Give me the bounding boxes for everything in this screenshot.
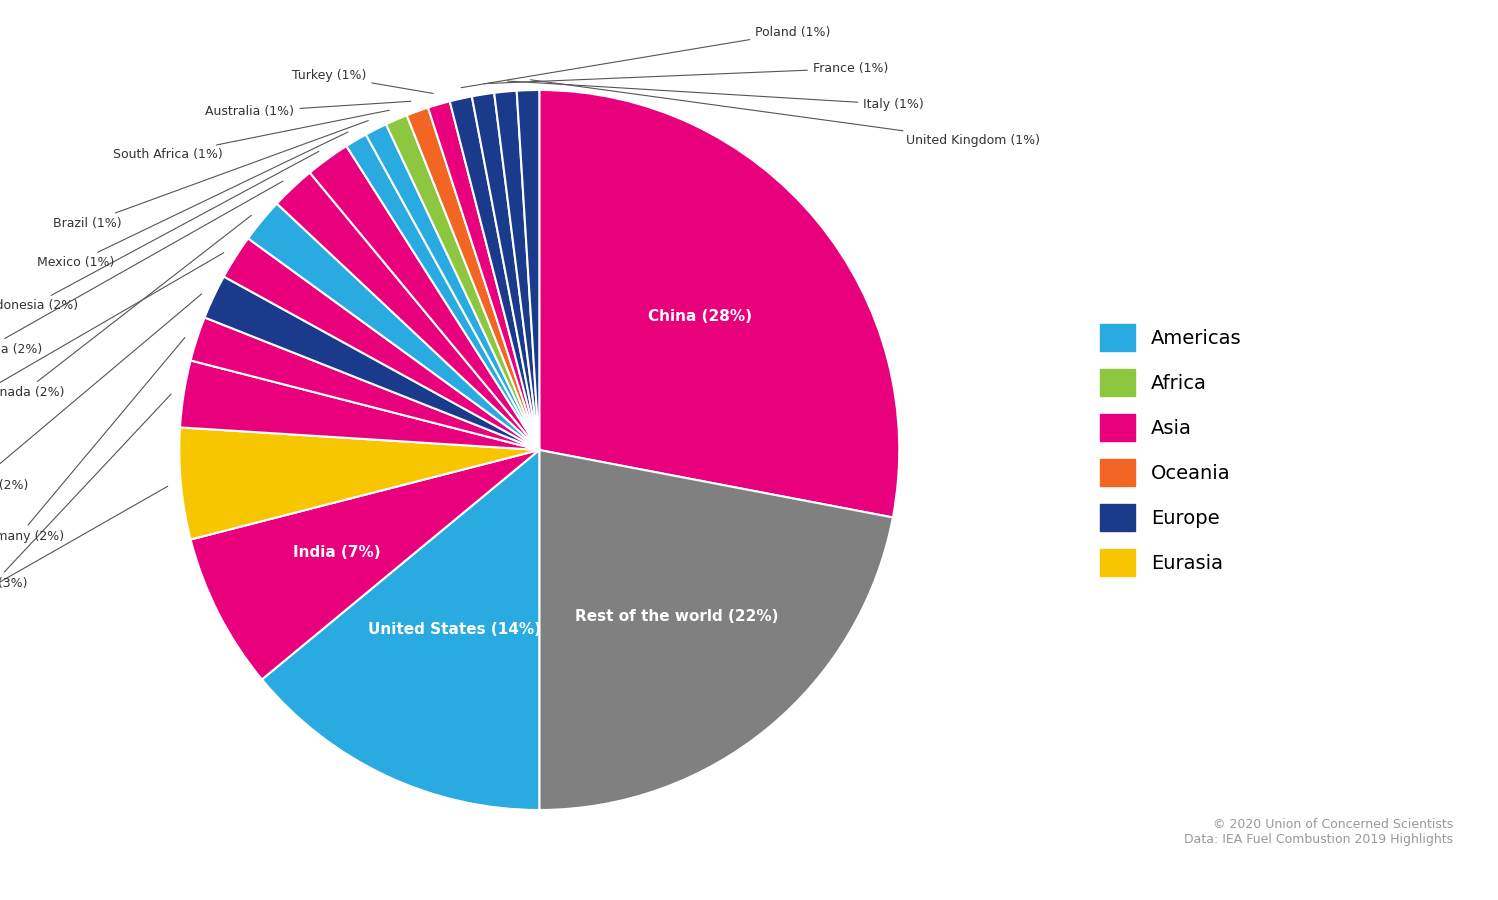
Text: Germany (2%): Germany (2%) (0, 338, 184, 543)
Wedge shape (539, 450, 893, 810)
Wedge shape (407, 108, 539, 450)
Wedge shape (180, 361, 539, 450)
Wedge shape (310, 146, 539, 450)
Text: Rest of the world (22%): Rest of the world (22%) (575, 609, 779, 624)
Text: India (7%): India (7%) (294, 545, 380, 561)
Wedge shape (366, 124, 539, 450)
Text: Indonesia (2%): Indonesia (2%) (0, 151, 319, 312)
Wedge shape (190, 450, 539, 680)
Text: South Africa (1%): South Africa (1%) (112, 110, 389, 161)
Text: Russian Federation (5%): Russian Federation (5%) (0, 486, 168, 636)
Text: Italy (1%): Italy (1%) (508, 81, 924, 111)
Wedge shape (494, 91, 539, 450)
Wedge shape (180, 428, 539, 539)
Wedge shape (346, 134, 539, 450)
Text: China (28%): China (28%) (649, 310, 752, 324)
Wedge shape (190, 318, 539, 450)
Wedge shape (472, 93, 539, 450)
Text: Turkey (1%): Turkey (1%) (292, 69, 433, 94)
Text: United Kingdom (1%): United Kingdom (1%) (530, 80, 1041, 147)
Wedge shape (428, 102, 539, 450)
Text: France (1%): France (1%) (484, 62, 888, 84)
Wedge shape (539, 90, 899, 518)
Wedge shape (517, 90, 539, 450)
Wedge shape (249, 203, 539, 450)
Wedge shape (449, 96, 539, 450)
Text: Australia (1%): Australia (1%) (205, 102, 410, 118)
Wedge shape (386, 115, 539, 450)
Text: © 2020 Union of Concerned Scientists
Data: IEA Fuel Combustion 2019 Highlights: © 2020 Union of Concerned Scientists Dat… (1183, 818, 1453, 846)
Text: Mexico (1%): Mexico (1%) (37, 132, 348, 269)
Wedge shape (205, 276, 539, 450)
Wedge shape (277, 173, 539, 450)
Text: Canada (2%): Canada (2%) (0, 215, 252, 399)
Wedge shape (223, 238, 539, 450)
Wedge shape (262, 450, 539, 810)
Text: Saudi Arabia (2%): Saudi Arabia (2%) (0, 181, 283, 356)
Text: Poland (1%): Poland (1%) (461, 26, 831, 87)
Legend: Americas, Africa, Asia, Oceania, Europe, Eurasia: Americas, Africa, Asia, Oceania, Europe,… (1100, 324, 1242, 576)
Text: United States (14%): United States (14%) (369, 622, 541, 636)
Text: Japan (3%): Japan (3%) (0, 394, 171, 590)
Text: Brazil (1%): Brazil (1%) (52, 121, 369, 230)
Text: Islamic Republic of Iran (2%): Islamic Republic of Iran (2%) (0, 253, 223, 446)
Text: South Korea (2%): South Korea (2%) (0, 294, 202, 492)
